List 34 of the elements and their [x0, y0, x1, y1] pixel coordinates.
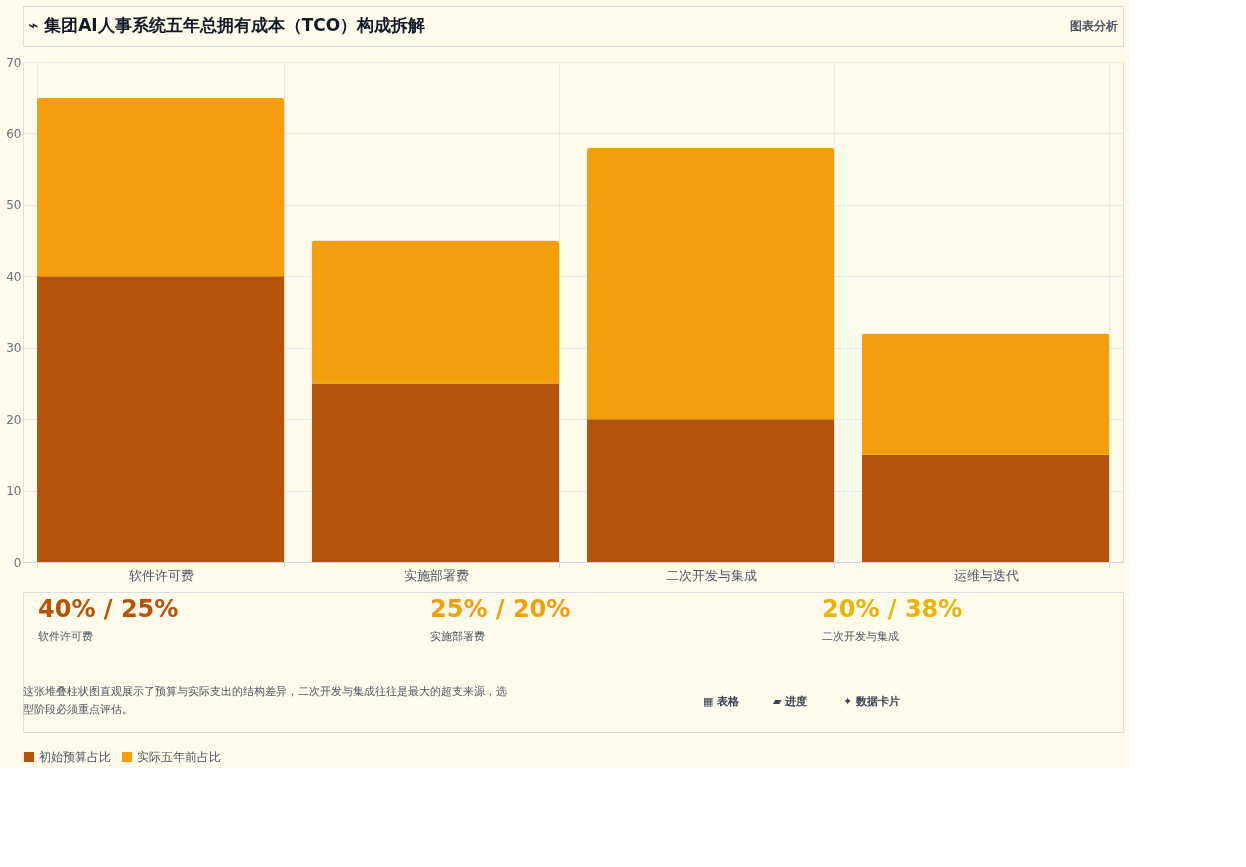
- text: 图表分析: [1070, 19, 1118, 33]
- y-tick-label: 30: [6, 341, 22, 356]
- text: ✦ 数据卡片: [843, 695, 901, 708]
- y-tick-label: 70: [6, 55, 22, 70]
- x-tick-label: 实施部署费: [403, 567, 469, 583]
- bar: [311, 383, 560, 562]
- text: 实施部署费: [430, 630, 485, 643]
- text: 20% / 38%: [822, 595, 963, 623]
- bar: [586, 147, 835, 420]
- text: 40% / 25%: [38, 595, 179, 623]
- y-tick-label: 0: [13, 555, 22, 570]
- x-tick-label: 二次开发与集成: [665, 567, 757, 583]
- y-tick-label: 10: [6, 484, 22, 499]
- text: 二次开发与集成: [822, 630, 899, 643]
- chart-title: ⌁ 集团AI人事系统五年总拥有成本（TCO）构成拆解: [28, 15, 426, 35]
- bar: [861, 333, 1110, 455]
- bar: [311, 240, 560, 384]
- bar: [861, 454, 1110, 562]
- bar: [36, 276, 285, 562]
- y-tick-label: 50: [6, 198, 22, 213]
- text: 这张堆叠柱状图直观展示了预算与实际支出的结构差异，二次开发与集成往往是最大的超支来源，选型阶段必须重点评估。: [23, 685, 507, 716]
- legend-label: 实际五年前占比: [137, 750, 221, 764]
- text: ▦ 表格: [703, 695, 741, 708]
- x-tick-label: 运维与迭代: [953, 567, 1019, 583]
- text: ▰ 进度: [773, 695, 808, 708]
- text: 25% / 20%: [430, 595, 571, 623]
- bar: [586, 419, 835, 562]
- x-tick-label: 软件许可费: [128, 567, 194, 583]
- y-tick-label: 60: [6, 126, 22, 141]
- y-tick-label: 40: [6, 269, 22, 284]
- legend-label: 初始预算占比: [39, 750, 111, 764]
- y-tick-label: 20: [6, 412, 22, 427]
- bar: [36, 97, 285, 277]
- text: 软件许可费: [38, 630, 93, 643]
